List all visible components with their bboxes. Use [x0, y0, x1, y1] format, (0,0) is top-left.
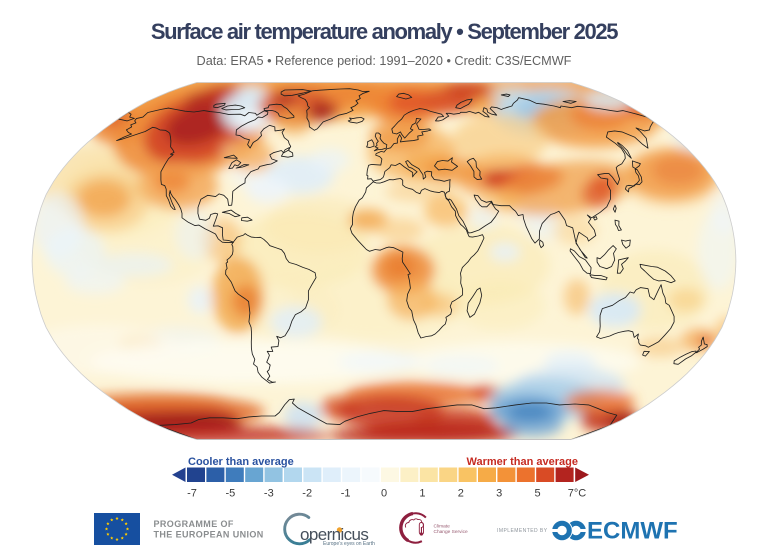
- svg-text:Change Service: Change Service: [434, 529, 468, 535]
- svg-text:PROGRAMME OF: PROGRAMME OF: [154, 519, 234, 529]
- svg-text:Europe’s eyes on Earth: Europe’s eyes on Earth: [323, 541, 375, 547]
- svg-text:0: 0: [381, 488, 387, 500]
- svg-text:ECMWF: ECMWF: [587, 518, 678, 545]
- svg-text:Warmer than average: Warmer than average: [467, 456, 578, 468]
- svg-text:Climate: Climate: [434, 523, 451, 529]
- svg-text:3: 3: [496, 488, 502, 500]
- svg-text:Surface air temperature anomal: Surface air temperature anomaly • Septem…: [151, 19, 618, 44]
- svg-text:-5: -5: [226, 488, 236, 500]
- svg-text:-3: -3: [264, 488, 274, 500]
- svg-text:Cooler than average: Cooler than average: [188, 456, 294, 468]
- svg-text:-7: -7: [187, 488, 197, 500]
- svg-text:5: 5: [535, 488, 541, 500]
- svg-text:-2: -2: [302, 488, 312, 500]
- svg-text:7°C: 7°C: [568, 488, 587, 500]
- svg-text:-1: -1: [341, 488, 351, 500]
- svg-text:Data: ERA5 • Reference period:: Data: ERA5 • Reference period: 1991–2020…: [197, 54, 572, 68]
- svg-text:IMPLEMENTED BY: IMPLEMENTED BY: [497, 528, 548, 534]
- svg-text:THE EUROPEAN UNION: THE EUROPEAN UNION: [154, 530, 264, 540]
- svg-text:2: 2: [458, 488, 464, 500]
- svg-text:opernicus: opernicus: [300, 525, 368, 544]
- svg-text:1: 1: [419, 488, 425, 500]
